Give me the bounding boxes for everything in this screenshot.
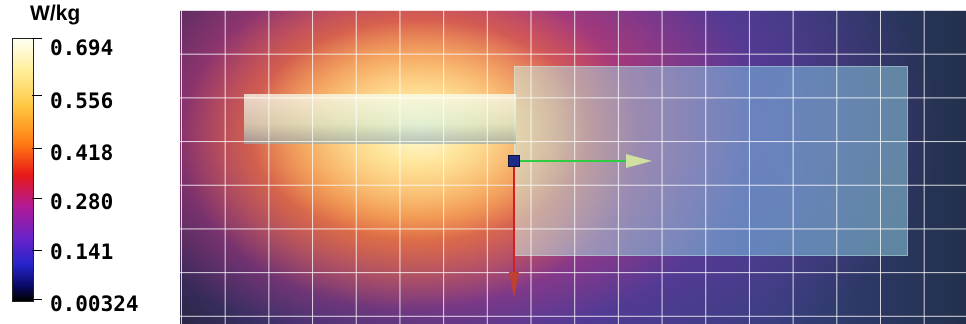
legend-tick bbox=[32, 250, 42, 251]
legend-tick bbox=[32, 198, 42, 199]
legend-label-min: 0.00324 bbox=[50, 292, 139, 316]
legend-label-max: 0.694 bbox=[50, 36, 114, 60]
legend-label: 0.556 bbox=[50, 89, 114, 113]
legend-label: 0.141 bbox=[50, 240, 114, 264]
legend-label: 0.280 bbox=[50, 190, 114, 214]
axis-origin-handle[interactable] bbox=[508, 155, 520, 167]
y-axis-line bbox=[513, 165, 515, 275]
y-axis-arrow-icon bbox=[509, 272, 519, 298]
legend-unit: W/kg bbox=[30, 2, 81, 25]
color-legend: W/kg 0.694 0.556 0.418 0.280 0.141 0.003… bbox=[0, 0, 180, 324]
x-axis-line bbox=[518, 160, 628, 162]
x-axis-arrow-icon bbox=[626, 154, 652, 168]
legend-tick bbox=[32, 148, 42, 149]
legend-tick bbox=[32, 95, 42, 96]
legend-tick bbox=[32, 299, 42, 300]
legend-colorbar bbox=[12, 38, 34, 302]
legend-tick bbox=[32, 38, 42, 39]
legend-label: 0.418 bbox=[50, 141, 114, 165]
grid-overlay bbox=[180, 10, 966, 324]
3d-viewport[interactable] bbox=[180, 10, 966, 324]
